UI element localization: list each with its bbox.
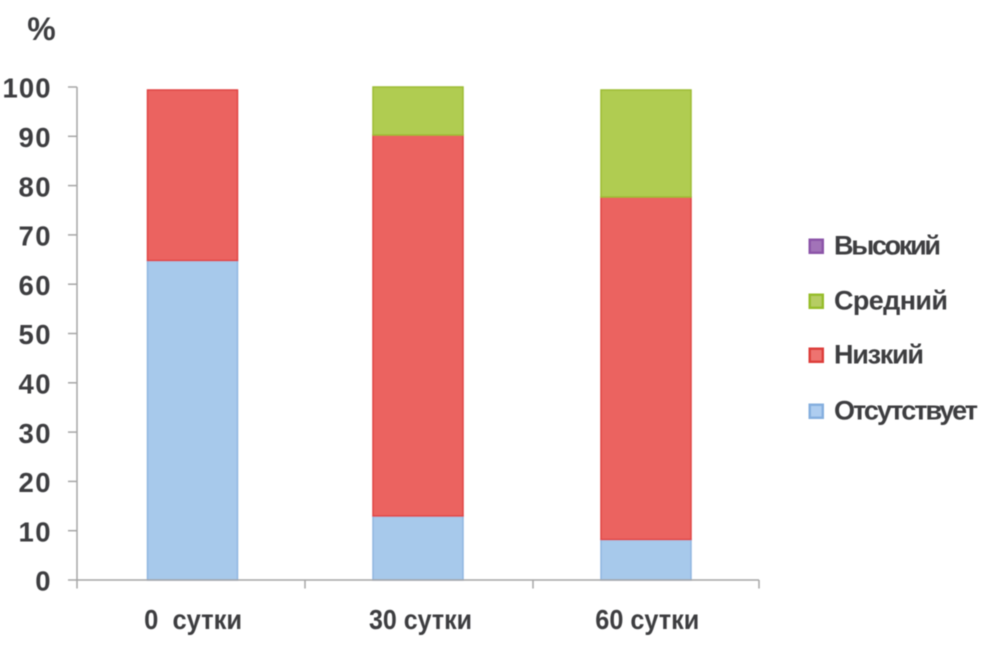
svg-text:0: 0 [35, 566, 50, 597]
svg-text:90: 90 [19, 122, 51, 153]
svg-text:Отсутствует: Отсутствует [834, 396, 978, 426]
svg-text:Низкий: Низкий [834, 340, 924, 370]
svg-text:Средний: Средний [834, 286, 948, 316]
svg-text:30: 30 [19, 418, 51, 449]
svg-text:10: 10 [19, 516, 51, 547]
svg-text:60: 60 [19, 270, 51, 301]
svg-text:80: 80 [19, 171, 51, 202]
svg-text:0 сутки: 0 сутки [144, 604, 242, 635]
svg-text:20: 20 [19, 467, 51, 498]
svg-text:60 сутки: 60 сутки [595, 604, 699, 635]
svg-text:40: 40 [19, 369, 51, 400]
svg-text:100: 100 [3, 73, 51, 104]
svg-text:70: 70 [19, 221, 51, 252]
svg-text:Высокий: Высокий [834, 231, 941, 261]
svg-text:30 сутки: 30 сутки [369, 604, 472, 635]
svg-text:50: 50 [19, 319, 51, 350]
svg-text:%: % [27, 11, 55, 47]
